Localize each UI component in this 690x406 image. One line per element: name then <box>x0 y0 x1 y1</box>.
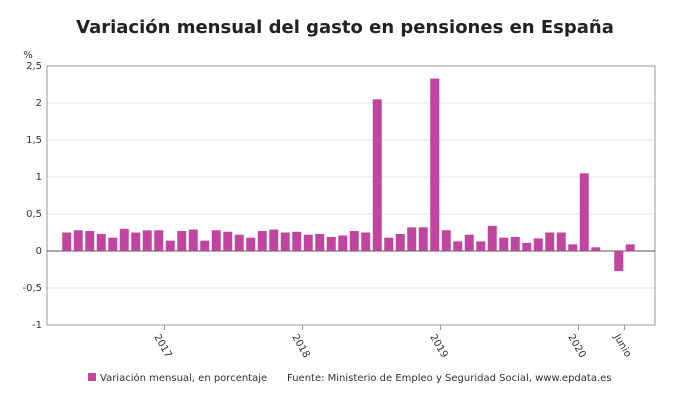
bar <box>510 236 520 251</box>
bar <box>579 173 589 251</box>
bar <box>407 227 417 251</box>
bar <box>200 240 210 251</box>
y-tick-label: 0 <box>36 246 42 257</box>
bar <box>464 234 474 251</box>
legend-swatch <box>88 373 96 381</box>
bar <box>177 231 187 251</box>
bar <box>441 230 451 251</box>
bar <box>326 236 336 251</box>
bar <box>108 237 118 251</box>
bar <box>418 227 428 251</box>
y-unit: % <box>23 50 33 61</box>
bar <box>211 230 221 251</box>
bar <box>154 230 164 251</box>
y-tick-label: 2,5 <box>26 61 42 72</box>
bar <box>131 232 141 251</box>
bar <box>338 235 348 251</box>
y-tick-label: 1,5 <box>26 135 42 146</box>
plot-frame <box>46 65 656 326</box>
x-tick-label: Junio <box>611 332 633 360</box>
source: Fuente: Ministerio de Empleo y Seguridad… <box>287 373 612 384</box>
bar <box>556 232 566 251</box>
bar <box>85 231 95 251</box>
bar <box>372 99 382 251</box>
bar <box>361 232 371 251</box>
bar <box>591 247 601 251</box>
bar <box>165 240 175 251</box>
bar <box>625 244 635 251</box>
y-tick-label: 2 <box>36 98 42 109</box>
bar <box>545 232 555 251</box>
bar <box>384 237 394 251</box>
y-tick-label: 1 <box>36 172 42 183</box>
bar <box>395 233 405 251</box>
bar <box>533 238 543 251</box>
bar <box>430 78 440 251</box>
chart-title: Variación mensual del gasto en pensiones… <box>76 17 614 38</box>
bar <box>142 230 152 251</box>
bar <box>188 229 198 251</box>
y-tick-label: -1 <box>32 320 42 331</box>
bar <box>303 234 313 251</box>
x-tick-label: 2017 <box>151 333 173 361</box>
legend-label: Variación mensual, en porcentaje <box>100 372 267 384</box>
bar <box>246 237 256 251</box>
bar <box>568 244 578 251</box>
bar <box>349 231 359 251</box>
bar <box>73 230 83 251</box>
bar <box>614 251 624 271</box>
bar <box>269 229 279 251</box>
x-tick-label: 2019 <box>427 333 449 361</box>
bar <box>315 233 325 251</box>
x-tick-label: 2020 <box>565 333 587 361</box>
bar <box>62 232 72 251</box>
x-tick-label: 2018 <box>289 333 311 361</box>
bar <box>96 233 106 251</box>
bar <box>522 242 532 251</box>
bar <box>234 234 244 251</box>
bar <box>499 237 509 251</box>
bar <box>453 241 463 251</box>
bar <box>476 241 486 251</box>
bar <box>257 231 267 251</box>
y-tick-label: 0,5 <box>26 209 42 220</box>
bar <box>280 232 290 251</box>
y-tick-label: -0,5 <box>22 283 42 294</box>
bar <box>119 228 129 251</box>
bar <box>223 231 233 251</box>
bar <box>487 225 497 251</box>
bar <box>292 231 302 251</box>
